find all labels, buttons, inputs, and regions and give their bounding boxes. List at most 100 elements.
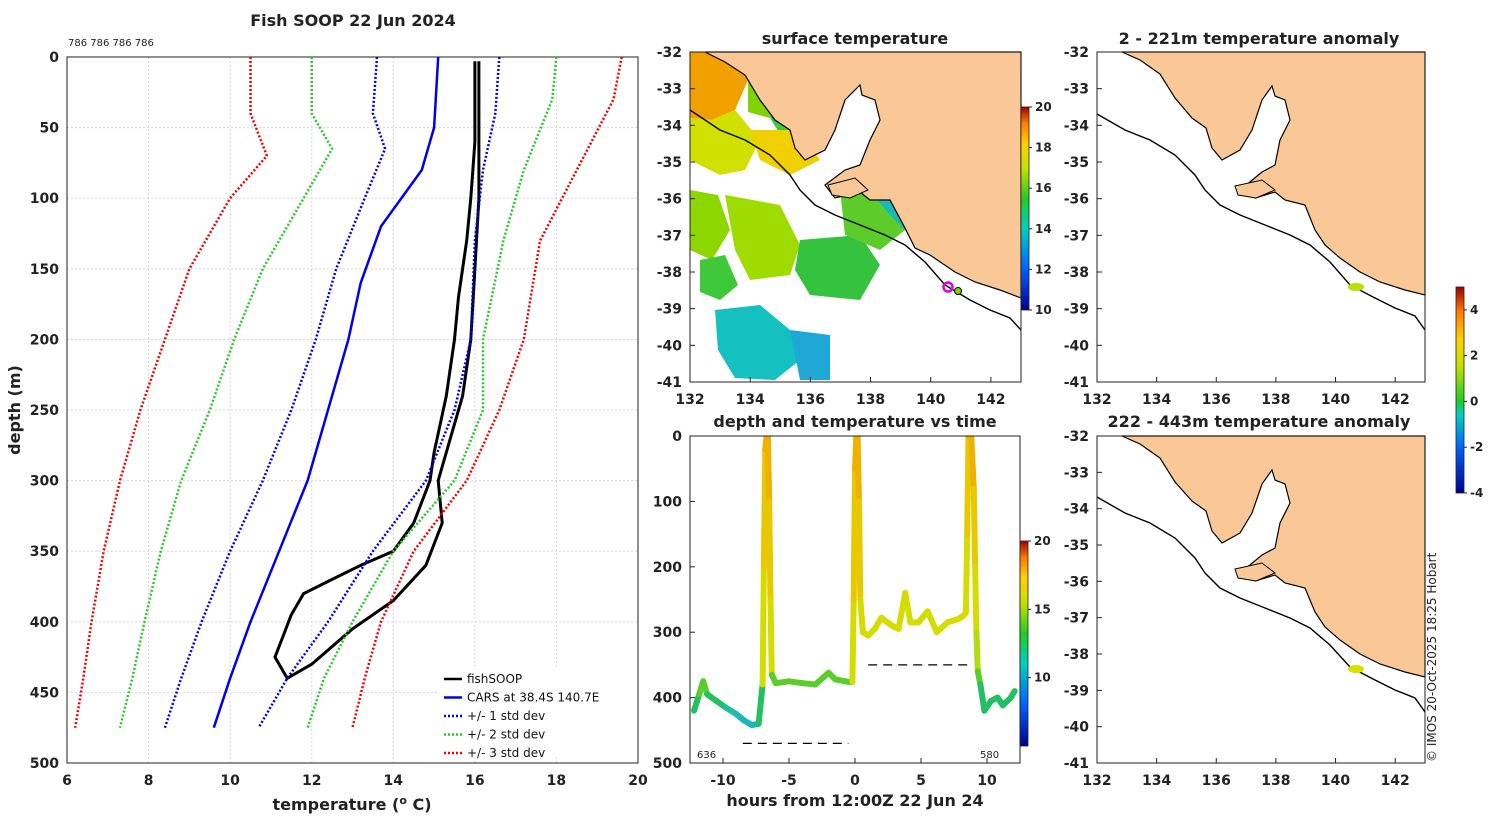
profile-count-labels: 786 786 786 786 <box>68 38 154 49</box>
ts-data-segment <box>924 608 940 636</box>
anom-shallow-y-ticks: -32 -33 -34 -35 -36 -37 -38 -39 -40 -41 <box>1064 45 1102 391</box>
ts-ytick-label: 300 <box>653 625 682 641</box>
profile-line--1-std-dev <box>257 56 501 729</box>
map-ytick-label: -37 <box>1064 228 1089 244</box>
ts-data-segment <box>970 485 979 570</box>
map-xtick-label: 136 <box>1202 773 1231 789</box>
map-ytick-label: -39 <box>1064 683 1089 699</box>
colorbar-tick-label: -4 <box>1470 486 1483 500</box>
ts-xtick-label: -5 <box>781 773 797 789</box>
map-ytick-label: -40 <box>1064 338 1090 354</box>
profile-y-ticks: 0 50 100 150 200 250 300 350 400 450 500 <box>30 50 59 772</box>
ts-xtick-label: 5 <box>916 773 926 789</box>
anom-shallow-island <box>1234 179 1276 199</box>
ts-data-segment <box>764 436 773 505</box>
map-ytick-label: -36 <box>657 192 682 208</box>
surface-title: surface temperature <box>762 29 949 48</box>
ts-data-segment <box>962 531 971 616</box>
map-xtick-label: 132 <box>1082 392 1111 408</box>
ts-data-segment <box>856 498 864 603</box>
map-ytick-label: -41 <box>1064 756 1089 772</box>
ts-data-segment <box>902 590 914 626</box>
profile-ytick-label: 200 <box>30 332 59 348</box>
surface-y-ticks: -32 -33 -34 -35 -36 -37 -38 -39 -40 -41 <box>657 45 695 391</box>
anom-shallow-shelf-contour <box>1096 113 1426 331</box>
anom-shallow-x-ticks: 132 134 136 138 140 142 <box>1082 377 1410 408</box>
cars-location-marker <box>942 281 954 293</box>
anom-shallow-land <box>1121 51 1426 296</box>
profile-grid <box>66 56 639 764</box>
map-ytick-label: -32 <box>1064 429 1089 445</box>
map-ytick-label: -41 <box>1064 375 1089 391</box>
anomaly-colorbar-ticks: -4 -2 0 2 4 <box>1464 303 1483 500</box>
ts-data-segment <box>964 436 972 538</box>
legend-label: CARS at 38.4S 140.7E <box>467 691 599 705</box>
map-ytick-label: -37 <box>1064 611 1089 627</box>
map-ytick-label: -35 <box>1064 538 1089 554</box>
map-xtick-label: 140 <box>1321 773 1350 789</box>
timeseries-count-left: 636 <box>697 750 716 761</box>
anomaly-colorbar <box>1455 286 1465 494</box>
profile-xtick-label: 18 <box>547 773 566 789</box>
map-xtick-label: 132 <box>1082 773 1111 789</box>
timeseries-x-ticks: -10 -5 0 5 10 <box>710 758 997 789</box>
ts-data-segment <box>767 596 775 678</box>
surface-colorbar-ticks: 10 12 14 16 18 20 <box>1029 100 1052 317</box>
map-xtick-label: 134 <box>736 392 765 408</box>
anom-shallow-panel: 2 - 221m temperature anomaly 132 134 136 13… <box>1064 29 1426 408</box>
map-ytick-label: -36 <box>1064 192 1089 208</box>
colorbar-tick-label: 20 <box>1034 534 1051 548</box>
profile-xtick-label: 20 <box>628 773 648 789</box>
fish-location-marker <box>954 287 962 295</box>
timeseries-colorbar-ticks: 10 15 20 <box>1028 534 1051 685</box>
map-ytick-label: -38 <box>1064 265 1089 281</box>
map-ytick-label: -36 <box>1064 574 1089 590</box>
profile-ytick-label: 250 <box>30 403 59 419</box>
map-ytick-label: -33 <box>1064 465 1089 481</box>
ts-ytick-label: 200 <box>653 560 682 576</box>
timeseries-series <box>691 436 1018 729</box>
timeseries-colorbar <box>1019 540 1029 747</box>
anom-deep-marker <box>1348 665 1364 673</box>
profile-xtick-label: 8 <box>144 773 154 789</box>
surface-land <box>704 51 1022 299</box>
map-ytick-label: -38 <box>1064 647 1089 663</box>
ts-xtick-label: 0 <box>850 773 860 789</box>
map-ytick-label: -32 <box>657 45 682 61</box>
colorbar-tick-label: 18 <box>1035 141 1052 155</box>
ts-ytick-label: 500 <box>653 756 682 772</box>
map-xtick-label: 134 <box>1142 773 1171 789</box>
map-xtick-label: 142 <box>976 392 1005 408</box>
map-xtick-label: 142 <box>1381 773 1410 789</box>
ts-data-segment <box>849 596 857 685</box>
map-ytick-label: -33 <box>1064 82 1089 98</box>
profile-line--2-std-dev <box>118 57 334 729</box>
profile-xlabel: temperature (o C) <box>272 794 431 814</box>
profile-x-ticks: 6 8 10 12 14 16 18 20 <box>62 773 648 789</box>
profile-ytick-label: 400 <box>30 615 59 631</box>
anom-deep-panel: 222 - 443m temperature anomaly 132 134 136… <box>1064 286 1483 789</box>
colorbar-tick-label: 15 <box>1034 602 1051 616</box>
anom-deep-y-ticks: -32 -33 -34 -35 -36 -37 -38 -39 -40 -41 <box>1064 429 1102 772</box>
map-xtick-label: 138 <box>856 392 885 408</box>
map-ytick-label: -41 <box>657 375 682 391</box>
ts-data-segment <box>850 465 858 603</box>
colorbar-tick-label: -2 <box>1470 440 1483 454</box>
ts-ytick-label: 100 <box>653 494 682 510</box>
ts-data-segment <box>1007 688 1018 701</box>
legend-background <box>437 667 637 757</box>
profile-xtick-label: 12 <box>302 773 321 789</box>
profile-axes-box <box>66 56 639 764</box>
anom-shallow-marker <box>1348 283 1364 291</box>
timeseries-xlabel: hours from 12:00Z 22 Jun 24 <box>726 791 983 810</box>
map-xtick-label: 138 <box>1261 392 1290 408</box>
profile-ytick-label: 0 <box>49 50 59 66</box>
profile-xtick-label: 10 <box>220 773 240 789</box>
legend-label: fishSOOP <box>467 672 522 686</box>
colorbar-tick-label: 0 <box>1470 394 1478 408</box>
profile-line-cars-at-38-4s-140-7e <box>212 56 440 729</box>
colorbar-tick-label: 2 <box>1470 349 1478 363</box>
profile-legend: fishSOOP CARS at 38.4S 140.7E +/- 1 std de… <box>437 667 637 760</box>
profile-line--2-std-dev <box>306 56 558 729</box>
